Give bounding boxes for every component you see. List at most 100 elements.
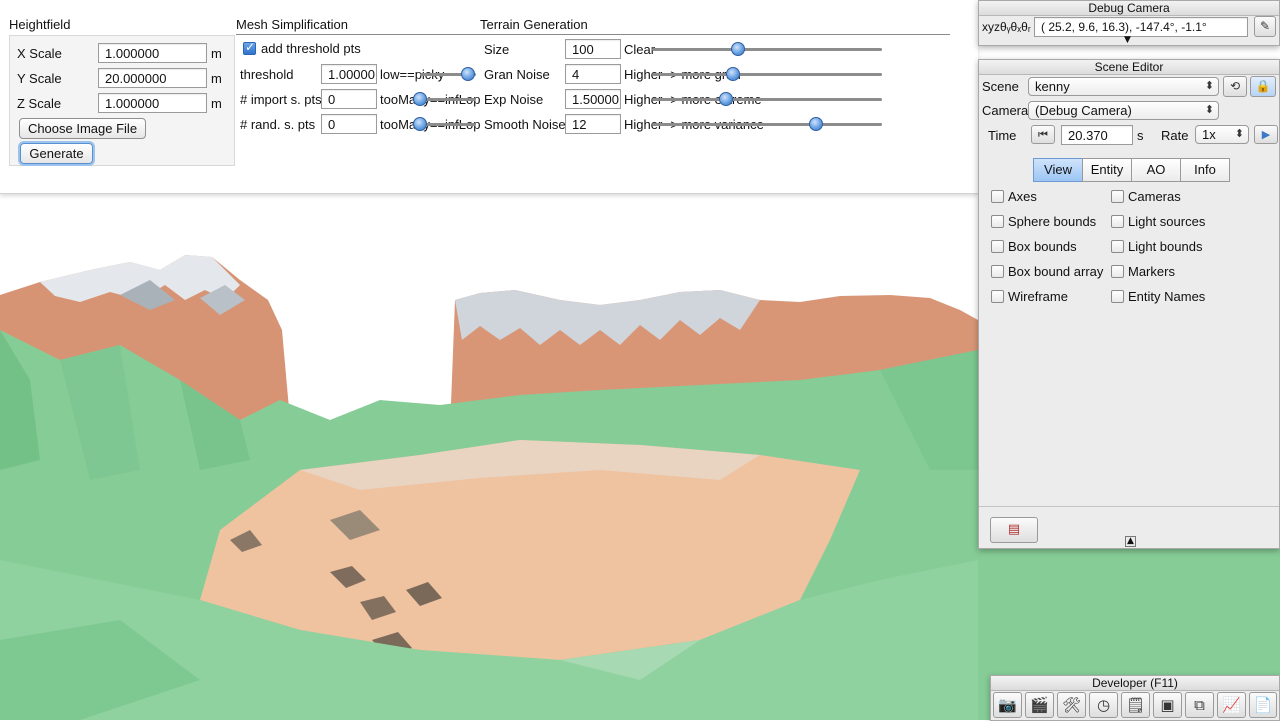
tab-view[interactable]: View <box>1033 158 1083 182</box>
note-icon[interactable]: 🗒 <box>1121 692 1150 718</box>
threshold-slider-knob[interactable] <box>461 67 475 81</box>
camera-select[interactable]: (Debug Camera) <box>1028 101 1219 120</box>
x-scale-input[interactable]: 1.000000 <box>98 43 207 63</box>
xyz-label: xyzθᵧθₓθᵣ <box>982 20 1031 34</box>
add-threshold-label: add threshold pts <box>261 41 361 56</box>
tab-ao[interactable]: AO <box>1131 158 1181 182</box>
developer-window: Developer (F11) 📷 🎬 🛠 ◷ 🗒 ▣ ⧉ 📈 📄 <box>990 675 1280 721</box>
lock-icon[interactable]: 🔒 <box>1250 76 1276 97</box>
smooth-label: Smooth Noise <box>484 117 566 132</box>
snow-right <box>455 290 760 345</box>
light-bounds-checkbox[interactable] <box>1111 240 1124 253</box>
rand-slider[interactable] <box>412 123 476 126</box>
reset-time-icon[interactable]: ⏮ <box>1031 125 1055 144</box>
exp-input[interactable]: 1.50000 <box>565 89 621 109</box>
box-bounds-label: Box bounds <box>1008 239 1077 254</box>
reload-icon[interactable]: ⟲ <box>1223 76 1247 97</box>
threshold-hint: low==picky <box>380 67 445 82</box>
box-bound-array-label: Box bound array <box>1008 264 1104 279</box>
scene-editor-title: Scene Editor <box>979 60 1279 75</box>
y-scale-unit: m <box>211 71 222 86</box>
snow-left <box>40 255 240 302</box>
size-input[interactable]: 100 <box>565 39 621 59</box>
exp-slider-knob[interactable] <box>719 92 733 106</box>
play-icon[interactable]: ▶ <box>1254 125 1278 144</box>
rate-label: Rate <box>1161 128 1189 143</box>
rand-label: # rand. s. pts <box>240 117 316 132</box>
exp-label: Exp Noise <box>484 92 544 107</box>
entity-names-checkbox[interactable] <box>1111 290 1124 303</box>
threshold-input[interactable]: 1.00000 <box>321 64 377 84</box>
smooth-slider-knob[interactable] <box>809 117 823 131</box>
rand-slider-knob[interactable] <box>413 117 427 131</box>
z-scale-input[interactable]: 1.000000 <box>98 93 207 113</box>
light-sources-label: Light sources <box>1128 214 1206 229</box>
cameras-checkbox[interactable] <box>1111 190 1124 203</box>
markers-label: Markers <box>1128 264 1175 279</box>
tab-entity[interactable]: Entity <box>1082 158 1132 182</box>
terminal-icon[interactable]: ▣ <box>1153 692 1182 718</box>
size-slider-knob[interactable] <box>731 42 745 56</box>
debug-camera-window: Debug Camera xyzθᵧθₓθᵣ ( 25.2, 9.6, 16.3… <box>978 0 1280 46</box>
graph-icon[interactable]: 📈 <box>1217 692 1246 718</box>
time-label: Time <box>988 128 1017 143</box>
markers-checkbox[interactable] <box>1111 265 1124 278</box>
y-scale-input[interactable]: 20.000000 <box>98 68 207 88</box>
save-icon[interactable]: ▤ <box>990 517 1038 543</box>
terrain-title: Terrain Generation <box>480 17 588 32</box>
wireframe-checkbox[interactable] <box>991 290 1004 303</box>
generate-button[interactable]: Generate <box>20 143 93 164</box>
box-bounds-checkbox[interactable] <box>991 240 1004 253</box>
axes-checkbox[interactable] <box>991 190 1004 203</box>
clock-icon[interactable]: ◷ <box>1089 692 1118 718</box>
clapper-icon[interactable]: 🎬 <box>1025 692 1054 718</box>
gran-slider-knob[interactable] <box>726 67 740 81</box>
gran-input[interactable]: 4 <box>565 64 621 84</box>
import-slider-knob[interactable] <box>413 92 427 106</box>
tab-info[interactable]: Info <box>1180 158 1230 182</box>
expand-arrow-icon[interactable]: ▲ <box>1125 536 1136 547</box>
camera-readout-field[interactable]: ( 25.2, 9.6, 16.3), -147.4°, -1.1° <box>1034 17 1248 37</box>
mesh-title: Mesh Simplification <box>236 17 348 32</box>
size-slider[interactable] <box>652 48 882 51</box>
footer-divider <box>979 506 1279 507</box>
rate-select[interactable]: 1x <box>1195 125 1249 144</box>
developer-title: Developer (F11) <box>991 676 1279 691</box>
tools-icon[interactable]: 🛠 <box>1057 692 1086 718</box>
threshold-label: threshold <box>240 67 294 82</box>
cameras-label: Cameras <box>1128 189 1181 204</box>
document-icon[interactable]: 📄 <box>1249 692 1277 718</box>
y-scale-label: Y Scale <box>17 71 62 86</box>
box-bound-array-checkbox[interactable] <box>991 265 1004 278</box>
z-scale-label: Z Scale <box>17 96 62 111</box>
terrain-tool-panel: Heightfield Mesh Simplification Terrain … <box>0 0 978 194</box>
choose-image-button[interactable]: Choose Image File <box>19 118 146 139</box>
z-scale-unit: m <box>211 96 222 111</box>
rand-input[interactable]: 0 <box>321 114 377 134</box>
smooth-input[interactable]: 12 <box>565 114 621 134</box>
windows-icon[interactable]: ⧉ <box>1185 692 1214 718</box>
light-sources-checkbox[interactable] <box>1111 215 1124 228</box>
sphere-bounds-checkbox[interactable] <box>991 215 1004 228</box>
collapse-arrow-icon[interactable]: ▼ <box>1124 35 1131 45</box>
threshold-slider[interactable] <box>420 73 476 76</box>
scene-editor-window: Scene Editor Scene kenny ⟲ 🔒 Camera (Deb… <box>978 59 1280 549</box>
time-input[interactable]: 20.370 <box>1061 125 1133 145</box>
camera-label: Camera <box>982 103 1029 118</box>
import-label: # import s. pts <box>240 92 322 107</box>
import-slider[interactable] <box>412 98 476 101</box>
sphere-bounds-label: Sphere bounds <box>1008 214 1097 229</box>
wireframe-label: Wireframe <box>1008 289 1068 304</box>
section-divider <box>236 34 950 35</box>
camera-icon[interactable]: 📷 <box>993 692 1022 718</box>
x-scale-unit: m <box>211 46 222 61</box>
exp-slider[interactable] <box>652 98 882 101</box>
smooth-slider[interactable] <box>652 123 882 126</box>
import-input[interactable]: 0 <box>321 89 377 109</box>
gran-slider[interactable] <box>652 73 882 76</box>
copy-icon[interactable]: ✎ <box>1254 16 1276 37</box>
scene-select[interactable]: kenny <box>1028 77 1219 96</box>
entity-names-label: Entity Names <box>1128 289 1206 304</box>
add-threshold-checkbox[interactable] <box>243 40 256 55</box>
scene-label: Scene <box>982 79 1019 94</box>
